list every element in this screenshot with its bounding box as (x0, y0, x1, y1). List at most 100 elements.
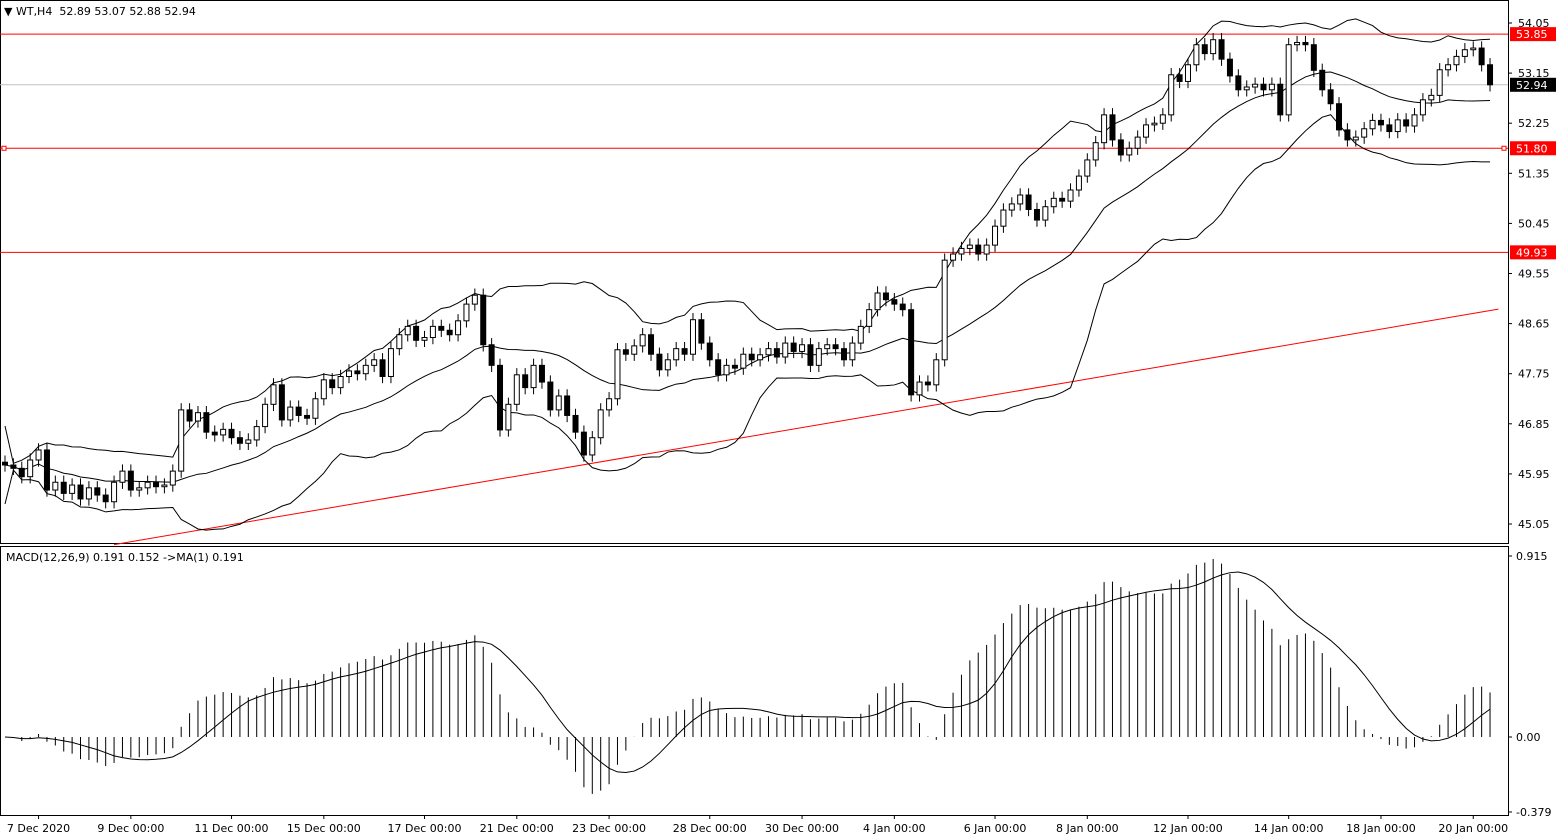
main-pane-frame (0, 0, 1509, 544)
candle-bull (119, 470, 126, 483)
candle-bull (631, 345, 638, 355)
candle-bear (522, 374, 529, 389)
candle-bear (60, 481, 67, 494)
candle-bear (1117, 139, 1124, 156)
time-tick-label: 21 Dec 00:00 (480, 822, 554, 835)
candle-bull (85, 487, 92, 500)
time-tick-label: 11 Dec 00:00 (195, 822, 269, 835)
candle-bear (2, 461, 8, 466)
chart-header: ▼ WT,H4 52.89 53.07 52.88 52.94 (4, 5, 196, 18)
candle-bear (1302, 41, 1309, 46)
candle-bull (362, 364, 369, 375)
candle-bull (421, 337, 428, 341)
candle-bear (622, 349, 629, 355)
candle-bear (211, 431, 218, 436)
candle-bear (1025, 194, 1032, 210)
candle-bear (975, 244, 982, 255)
time-tick-label: 30 Dec 00:00 (765, 822, 839, 835)
candle-bull (35, 449, 42, 461)
candle-bull (765, 348, 772, 356)
macd-tick-label: 0.915 (1516, 550, 1548, 563)
candle-bull (1453, 55, 1460, 66)
candle-bull (1419, 99, 1426, 116)
candle-bull (723, 364, 730, 376)
candle-bear (497, 364, 504, 431)
candle-bull (144, 481, 151, 489)
bollinger-middle-band (4, 71, 1491, 483)
candle-bull (1210, 39, 1217, 55)
price-tick-label: 45.95 (1518, 468, 1550, 481)
candle-bull (1126, 147, 1133, 156)
level-price-label: 51.80 (1516, 142, 1548, 155)
candle-bull (396, 334, 403, 350)
candle-bull (245, 439, 252, 444)
candle-bear (94, 487, 101, 496)
bid-price-label: 52.94 (1516, 79, 1548, 92)
candle-bull (1168, 74, 1175, 116)
candle-bull (530, 364, 537, 389)
candle-bull (69, 484, 76, 494)
candle-bear (1260, 83, 1267, 91)
candle-bull (345, 370, 352, 377)
candle-bull (664, 359, 671, 371)
candle-bear (1277, 83, 1284, 116)
price-tick-label: 47.75 (1518, 368, 1550, 381)
candle-bull (1411, 114, 1418, 127)
candle-bull (866, 309, 873, 327)
candle-bull (1067, 189, 1074, 202)
candle-bear (748, 353, 755, 361)
candle-bull (1159, 114, 1166, 124)
candle-bull (371, 359, 378, 366)
candle-bull (555, 395, 562, 411)
candle-bear (186, 409, 193, 422)
candle-bull (1243, 86, 1250, 91)
candle-bull (589, 437, 596, 456)
candle-bear (413, 325, 420, 341)
candle-bear (580, 431, 587, 456)
chart-menu-triangle-icon[interactable]: ▼ (4, 5, 13, 18)
candle-bear (1033, 208, 1040, 221)
candle-bear (1327, 89, 1334, 105)
price-tick-label: 45.05 (1518, 518, 1550, 531)
candle-bull (673, 348, 680, 361)
candle-bull (1445, 64, 1452, 71)
candle-bear (841, 348, 847, 361)
macd-tick-label: -0.379 (1516, 806, 1551, 819)
price-tick-label: 51.35 (1518, 167, 1550, 180)
candle-bull (1151, 122, 1158, 126)
candle-bull (1436, 69, 1443, 96)
candle-bull (287, 406, 294, 421)
candle-bull (1143, 124, 1150, 138)
candle-bull (404, 325, 411, 336)
price-tick-label: 52.25 (1518, 117, 1550, 130)
candle-bull (136, 487, 143, 491)
macd-legend: MACD(12,26,9) 0.191 0.152 ->MA(1) 0.191 (6, 551, 244, 564)
candle-bull (950, 253, 957, 261)
candle-bear (127, 470, 134, 491)
candle-bear (648, 334, 655, 355)
candle-bull (933, 359, 940, 386)
candle-bull (857, 325, 864, 344)
candle-bull (1008, 203, 1015, 211)
price-tick-label: 48.65 (1518, 318, 1550, 331)
candle-bear (1344, 129, 1351, 141)
candle-bull (757, 354, 764, 361)
candle-bear (18, 467, 25, 478)
candle-bull (824, 344, 831, 350)
level-price-badge (1510, 141, 1556, 156)
candle-bear (1109, 114, 1116, 141)
candle-bull (1000, 209, 1007, 227)
candle-bear (1176, 74, 1183, 82)
candle-bear (153, 481, 160, 488)
candle-bear (832, 344, 839, 350)
candle-bear (1487, 64, 1494, 86)
candle-bull (1193, 44, 1200, 66)
candle-bear (379, 359, 386, 377)
price-tick-label: 53.15 (1518, 67, 1550, 80)
candle-bear (706, 342, 713, 361)
candle-bull (111, 481, 118, 503)
candle-bull (463, 303, 470, 322)
candle-bear (43, 449, 50, 491)
candle-bull (1017, 194, 1024, 205)
